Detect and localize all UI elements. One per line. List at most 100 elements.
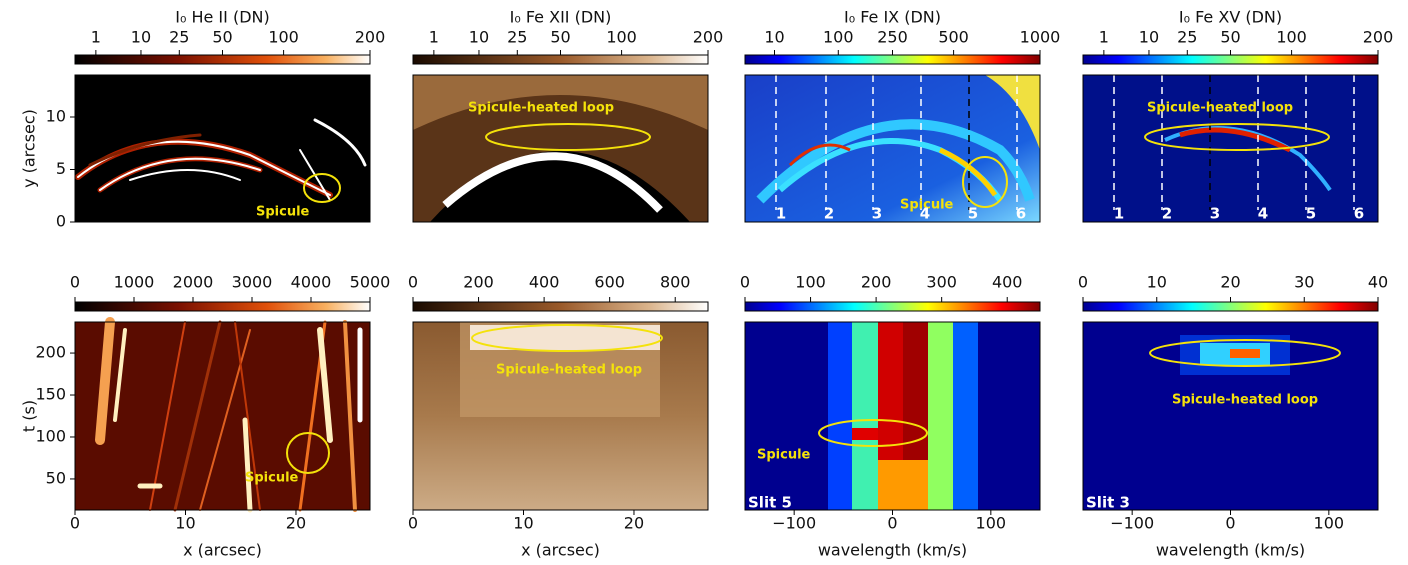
slit-label: 4 bbox=[920, 205, 930, 223]
plot-frame bbox=[744, 74, 1041, 223]
colorbar-tick-label: 10 bbox=[1147, 273, 1167, 292]
colorbar-tick-label: 25 bbox=[507, 28, 527, 47]
image-art bbox=[75, 75, 1378, 513]
colorbar-tick-label: 20 bbox=[1220, 273, 1240, 292]
annotation: Slit 5 bbox=[748, 494, 792, 512]
annotation: Spicule bbox=[245, 471, 299, 486]
slit-label: 4 bbox=[1258, 205, 1268, 223]
colorbar-tick-label: 500 bbox=[938, 28, 969, 47]
plot-frame bbox=[1082, 74, 1379, 223]
annotation: Spicule bbox=[900, 198, 954, 213]
colorbar-tick-label: 50 bbox=[550, 28, 570, 47]
x-axis-label: x (arcsec) bbox=[521, 541, 600, 560]
colorbar-tick-label: 100 bbox=[606, 28, 637, 47]
plot-frame bbox=[74, 74, 371, 223]
colorbar bbox=[74, 301, 371, 312]
plot-frame bbox=[74, 321, 371, 511]
colorbar-tick-label: 30 bbox=[1294, 273, 1314, 292]
colorbar-tick-label: 0 bbox=[740, 273, 750, 292]
y-tick-label: 200 bbox=[35, 343, 66, 362]
slit-label: 5 bbox=[968, 205, 978, 223]
x-tick-label: 100 bbox=[976, 514, 1007, 533]
colorbar-tick-label: 25 bbox=[169, 28, 189, 47]
colorbar-tick-label: 10 bbox=[1139, 28, 1159, 47]
colorbar-tick-label: 800 bbox=[660, 273, 691, 292]
colorbar-tick-label: 300 bbox=[926, 273, 957, 292]
x-tick-label: 10 bbox=[513, 514, 533, 533]
colorbar bbox=[412, 54, 709, 65]
colorbar-tick-label: 40 bbox=[1368, 273, 1388, 292]
x-tick-label: 0 bbox=[70, 514, 80, 533]
colorbar-tick-label: 1000 bbox=[1020, 28, 1061, 47]
slit-label: 6 bbox=[1354, 205, 1364, 223]
colorbar-tick-label: 250 bbox=[877, 28, 908, 47]
colorbar-tick-label: 4000 bbox=[291, 273, 332, 292]
y-tick-label: 0 bbox=[56, 212, 66, 231]
colorbar-tick-label: 0 bbox=[408, 273, 418, 292]
colorbar-tick-label: 10 bbox=[469, 28, 489, 47]
colorbar-tick-label: 50 bbox=[212, 28, 232, 47]
x-tick-label: −100 bbox=[1110, 514, 1154, 533]
x-axis-label: x (arcsec) bbox=[183, 541, 262, 560]
colorbar-tick-label: 400 bbox=[529, 273, 560, 292]
colorbar-tick-label: 100 bbox=[268, 28, 299, 47]
x-tick-label: 0 bbox=[408, 514, 418, 533]
y-tick-label: 50 bbox=[46, 468, 66, 487]
colorbar bbox=[74, 54, 371, 65]
colorbar-title: I₀ Fe IX (DN) bbox=[844, 8, 941, 27]
colorbar-tick-label: 200 bbox=[463, 273, 494, 292]
annotation: Spicule bbox=[757, 448, 811, 463]
y-tick-label: 5 bbox=[56, 159, 66, 178]
colorbar bbox=[744, 301, 1041, 312]
colorbar-tick-label: 100 bbox=[823, 28, 854, 47]
colorbar-tick-label: 1 bbox=[91, 28, 101, 47]
y-tick-label: 150 bbox=[35, 385, 66, 404]
colorbar-tick-label: 0 bbox=[70, 273, 80, 292]
colorbar-tick-label: 5000 bbox=[350, 273, 391, 292]
annotation: Slit 3 bbox=[1086, 494, 1130, 512]
colorbar-tick-label: 1 bbox=[1099, 28, 1109, 47]
colorbar-tick-label: 100 bbox=[1276, 28, 1307, 47]
colorbar-tick-label: 200 bbox=[693, 28, 724, 47]
x-tick-label: 10 bbox=[175, 514, 195, 533]
colorbar-tick-label: 400 bbox=[992, 273, 1023, 292]
slit-label: 3 bbox=[1210, 205, 1220, 223]
y-tick-label: 10 bbox=[46, 107, 66, 126]
x-axis-label: wavelength (km/s) bbox=[1156, 541, 1305, 560]
x-tick-label: 20 bbox=[286, 514, 306, 533]
x-tick-label: 0 bbox=[1225, 514, 1235, 533]
plot-frame bbox=[412, 321, 709, 511]
colorbar-tick-label: 200 bbox=[1363, 28, 1394, 47]
y-axis-label: y (arcsec) bbox=[20, 109, 39, 188]
slit-label: 5 bbox=[1306, 205, 1316, 223]
colorbar-title: I₀ Fe XV (DN) bbox=[1179, 8, 1282, 27]
y-tick-label: 100 bbox=[35, 426, 66, 445]
annotation: Spicule-heated loop bbox=[1172, 393, 1318, 408]
slit-label: 1 bbox=[776, 205, 786, 223]
colorbar-tick-label: 200 bbox=[861, 273, 892, 292]
colorbar-tick-label: 200 bbox=[355, 28, 386, 47]
x-axis-label: wavelength (km/s) bbox=[818, 541, 967, 560]
slit-label: 2 bbox=[824, 205, 834, 223]
annotation: Spicule-heated loop bbox=[1147, 101, 1293, 116]
colorbar-tick-label: 3000 bbox=[232, 273, 273, 292]
x-tick-label: 100 bbox=[1314, 514, 1345, 533]
colorbar bbox=[412, 301, 709, 312]
colorbar-tick-label: 600 bbox=[594, 273, 625, 292]
colorbar-tick-label: 1 bbox=[429, 28, 439, 47]
annotation: Spicule bbox=[256, 205, 310, 220]
colorbar-tick-label: 1000 bbox=[114, 273, 155, 292]
annotation: Spicule-heated loop bbox=[496, 363, 642, 378]
slit-label: 6 bbox=[1016, 205, 1026, 223]
annotation: Spicule-heated loop bbox=[468, 101, 614, 116]
colorbar-title: I₀ Fe XII (DN) bbox=[510, 8, 612, 27]
colorbar-tick-label: 25 bbox=[1177, 28, 1197, 47]
slit-label: 3 bbox=[872, 205, 882, 223]
plot-frame bbox=[412, 74, 709, 223]
colorbar bbox=[1082, 54, 1379, 65]
colorbar-tick-label: 10 bbox=[764, 28, 784, 47]
colorbar bbox=[744, 54, 1041, 65]
x-tick-label: 20 bbox=[624, 514, 644, 533]
colorbar-tick-label: 100 bbox=[795, 273, 826, 292]
